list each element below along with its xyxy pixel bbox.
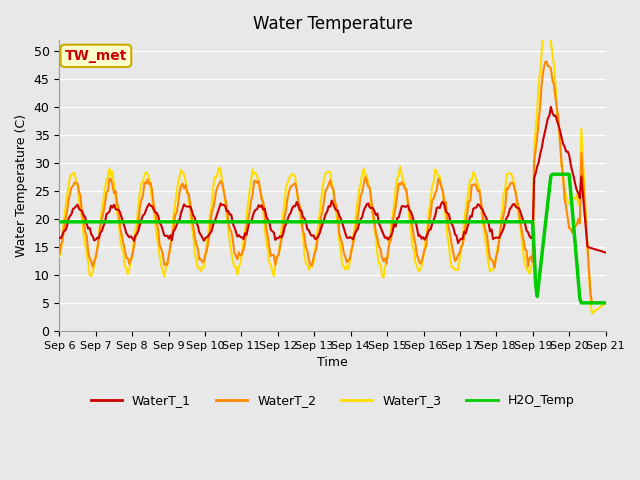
WaterT_1: [122, 230, 130, 236]
WaterT_1: [602, 250, 609, 255]
WaterT_3: [543, 16, 550, 22]
H2O_Temp: [548, 171, 556, 177]
H2O_Temp: [294, 219, 302, 225]
WaterT_3: [294, 198, 302, 204]
H2O_Temp: [122, 219, 130, 225]
WaterT_3: [56, 253, 63, 259]
WaterT_2: [122, 255, 130, 261]
Y-axis label: Water Temperature (C): Water Temperature (C): [15, 114, 28, 257]
WaterT_2: [588, 300, 596, 306]
WaterT_2: [543, 59, 550, 64]
WaterT_2: [218, 180, 226, 186]
Title: Water Temperature: Water Temperature: [253, 15, 412, 33]
WaterT_1: [246, 218, 253, 224]
Line: WaterT_1: WaterT_1: [60, 107, 605, 252]
WaterT_1: [573, 187, 580, 193]
WaterT_2: [246, 209, 253, 215]
H2O_Temp: [602, 300, 609, 306]
H2O_Temp: [218, 219, 226, 225]
WaterT_1: [294, 203, 302, 208]
WaterT_2: [573, 222, 580, 228]
WaterT_1: [218, 202, 226, 208]
WaterT_1: [547, 104, 555, 110]
Legend: WaterT_1, WaterT_2, WaterT_3, H2O_Temp: WaterT_1, WaterT_2, WaterT_3, H2O_Temp: [86, 389, 579, 412]
WaterT_3: [588, 311, 596, 316]
WaterT_3: [246, 189, 253, 194]
WaterT_2: [602, 300, 609, 306]
WaterT_3: [602, 300, 609, 306]
Line: WaterT_3: WaterT_3: [60, 19, 605, 313]
WaterT_2: [294, 197, 302, 203]
H2O_Temp: [246, 219, 253, 225]
WaterT_2: [237, 252, 244, 258]
WaterT_3: [218, 179, 226, 185]
H2O_Temp: [577, 300, 585, 306]
WaterT_3: [122, 264, 130, 270]
H2O_Temp: [237, 219, 244, 225]
WaterT_1: [237, 234, 244, 240]
Line: H2O_Temp: H2O_Temp: [60, 174, 605, 303]
WaterT_3: [237, 261, 244, 266]
WaterT_3: [573, 192, 580, 197]
WaterT_2: [56, 252, 63, 257]
H2O_Temp: [56, 219, 63, 225]
X-axis label: Time: Time: [317, 356, 348, 369]
Text: TW_met: TW_met: [65, 49, 127, 63]
WaterT_1: [56, 235, 63, 240]
Line: WaterT_2: WaterT_2: [60, 61, 605, 303]
H2O_Temp: [573, 260, 580, 265]
